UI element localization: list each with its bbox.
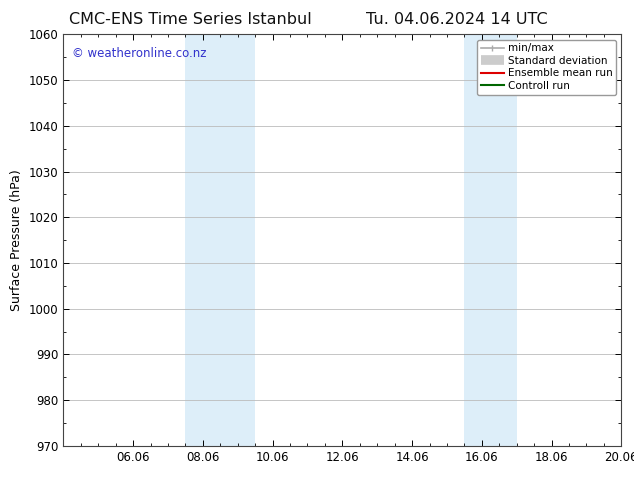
Text: CMC-ENS Time Series Istanbul: CMC-ENS Time Series Istanbul: [69, 12, 311, 27]
Bar: [464, 34, 517, 446]
Legend: min/max, Standard deviation, Ensemble mean run, Controll run: min/max, Standard deviation, Ensemble me…: [477, 40, 616, 95]
Text: © weatheronline.co.nz: © weatheronline.co.nz: [72, 47, 206, 60]
Bar: [185, 34, 255, 446]
Y-axis label: Surface Pressure (hPa): Surface Pressure (hPa): [10, 169, 23, 311]
Text: Tu. 04.06.2024 14 UTC: Tu. 04.06.2024 14 UTC: [366, 12, 547, 27]
